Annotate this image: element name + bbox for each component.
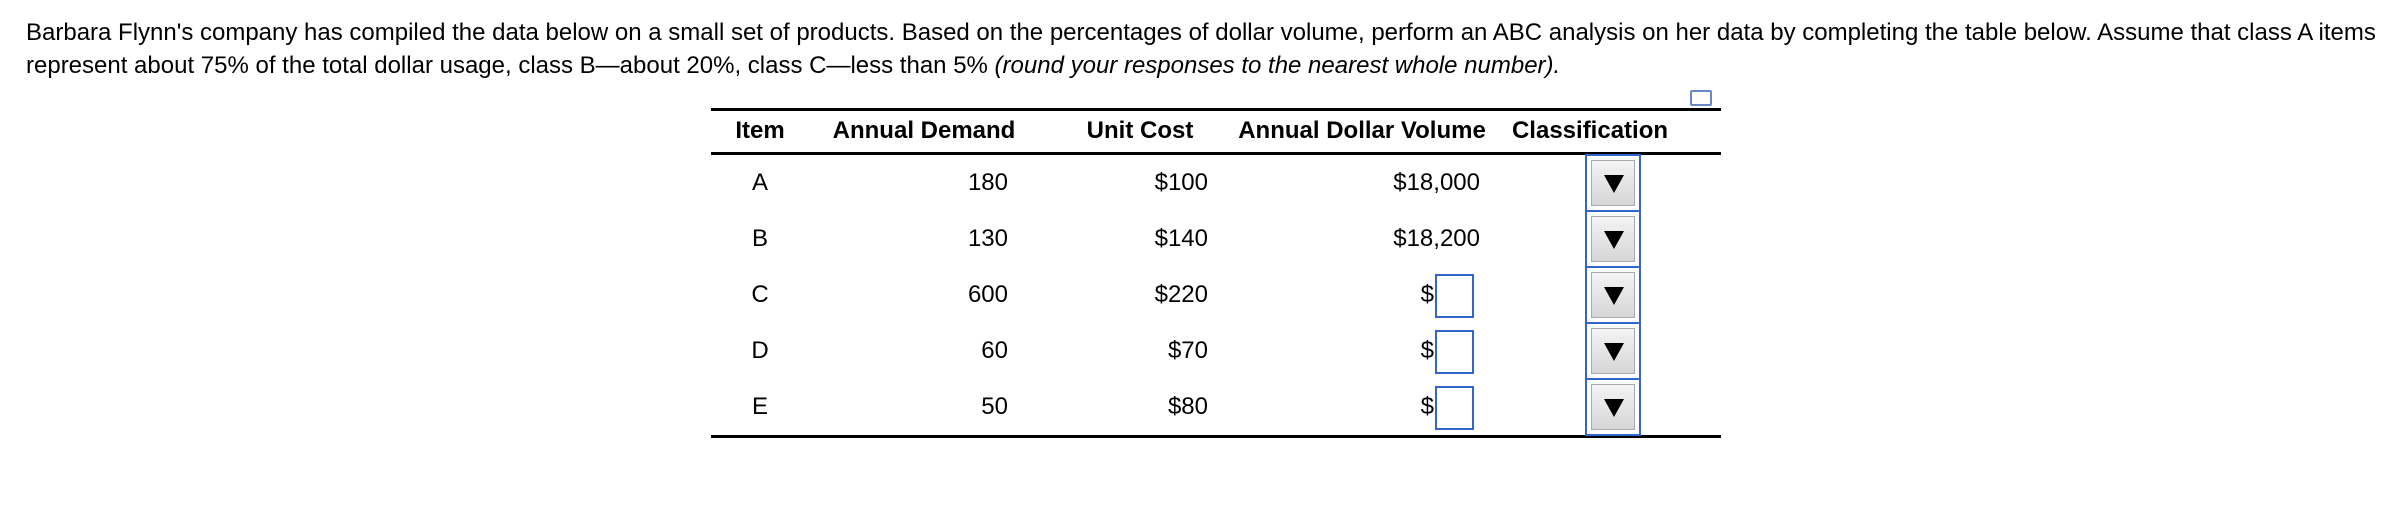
- cell: $100: [1154, 169, 1208, 196]
- cell: 180: [967, 169, 1008, 196]
- cell: B: [751, 225, 769, 252]
- cell: C: [751, 281, 769, 308]
- dropdown-button[interactable]: [1591, 272, 1635, 318]
- dropdown-arrow: [1604, 399, 1624, 417]
- text-input[interactable]: [1435, 274, 1474, 318]
- expand-icon[interactable]: [1690, 90, 1712, 106]
- column-header: Annual Dollar Volume: [1238, 117, 1486, 144]
- cell: 50: [981, 393, 1008, 420]
- header-rule: [711, 152, 1721, 155]
- column-header: Item: [735, 117, 785, 144]
- cell: $80: [1167, 393, 1208, 420]
- column-header: Annual Demand: [832, 117, 1016, 144]
- intro-text: Barbara Flynn's company has compiled the…: [26, 19, 2376, 79]
- dropdown-arrow: [1604, 175, 1624, 193]
- cell: D: [751, 337, 769, 364]
- cell: E: [751, 393, 769, 420]
- dropdown-arrow: [1604, 343, 1624, 361]
- dropdown-arrow: [1604, 231, 1624, 249]
- dropdown-button[interactable]: [1591, 160, 1635, 206]
- column-header: Classification: [1511, 117, 1669, 144]
- cell: $: [1420, 281, 1434, 308]
- intro-italic: (round your responses to the nearest who…: [994, 52, 1561, 79]
- classification-dropdown[interactable]: [1585, 266, 1641, 324]
- cell: 130: [967, 225, 1008, 252]
- table-top-rule: [711, 108, 1721, 111]
- intro: Barbara Flynn's company has compiled the…: [26, 16, 2376, 82]
- text-input[interactable]: [1435, 386, 1474, 430]
- column-header: Unit Cost: [1086, 117, 1194, 144]
- dropdown-button[interactable]: [1591, 328, 1635, 374]
- classification-dropdown[interactable]: [1585, 322, 1641, 380]
- dropdown-button[interactable]: [1591, 216, 1635, 262]
- cell: 60: [981, 337, 1008, 364]
- cell: 600: [967, 281, 1008, 308]
- classification-dropdown[interactable]: [1585, 378, 1641, 436]
- text-input[interactable]: [1435, 330, 1474, 374]
- cell: $: [1420, 393, 1434, 420]
- table-bottom-rule: [711, 435, 1721, 438]
- dropdown-arrow: [1604, 287, 1624, 305]
- cell: $70: [1167, 337, 1208, 364]
- dropdown-button[interactable]: [1591, 384, 1635, 430]
- classification-dropdown[interactable]: [1585, 154, 1641, 212]
- cell: $140: [1154, 225, 1208, 252]
- cell: A: [751, 169, 769, 196]
- cell: $18,200: [1393, 225, 1480, 252]
- cell: $: [1420, 337, 1434, 364]
- cell: $18,000: [1393, 169, 1480, 196]
- classification-dropdown[interactable]: [1585, 210, 1641, 268]
- cell: $220: [1154, 281, 1208, 308]
